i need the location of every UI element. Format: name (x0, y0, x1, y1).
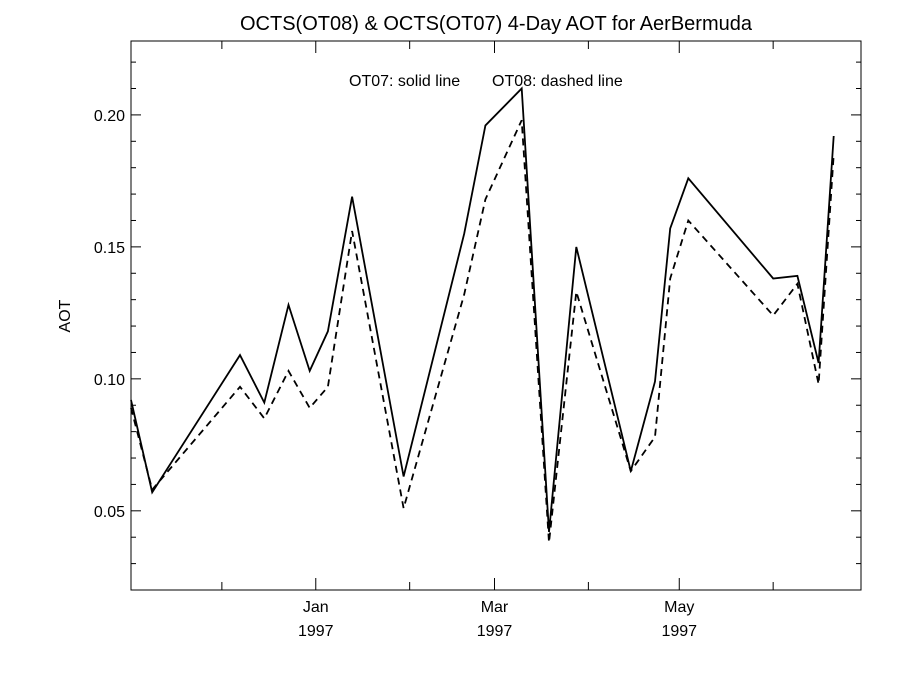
x-tick-label-month: Mar (481, 599, 509, 616)
y-axis-label: AOT (57, 299, 74, 332)
legend-annotation-dashed: OT08: dashed line (492, 73, 623, 90)
series-layer (130, 86, 835, 543)
x-tick-label-month: Jan (303, 599, 329, 616)
y-tick-label: 0.05 (94, 504, 125, 521)
plot-border (130, 40, 862, 591)
axis-tick-labels: 0.05 0.10 0.15 0.20 Jan 1997 Mar 1997 May 1997 (94, 108, 697, 640)
y-tick-label: 0.15 (94, 240, 125, 257)
legend-annotation-solid: OT07: solid line (349, 73, 460, 90)
x-tick-label-year: 1997 (661, 623, 697, 640)
y-tick-label: 0.20 (94, 108, 125, 125)
series-line-ot07 (130, 86, 835, 532)
chart-title: OCTS(OT08) & OCTS(OT07) 4-Day AOT for Ae… (240, 13, 753, 35)
axis-ticks (131, 41, 861, 590)
x-tick-label-month: May (664, 599, 694, 616)
x-tick-label-year: 1997 (477, 623, 513, 640)
y-tick-label: 0.10 (94, 372, 125, 389)
plot-frame (130, 40, 862, 591)
series-line-ot08 (130, 119, 835, 543)
x-tick-label-year: 1997 (298, 623, 334, 640)
